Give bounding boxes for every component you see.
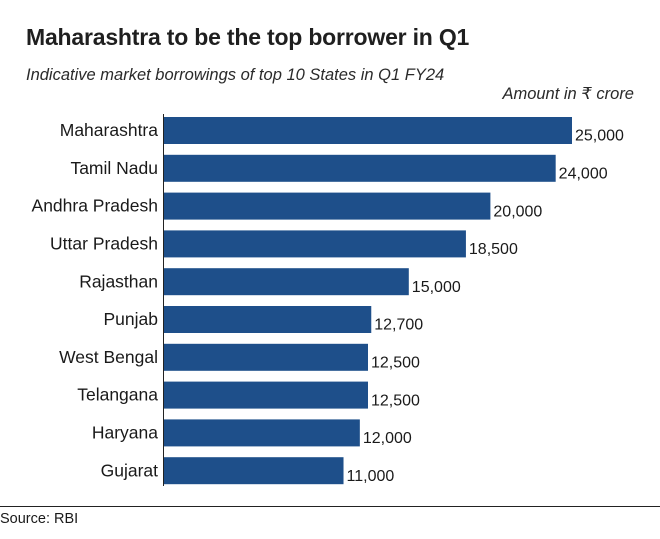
value-label: 25,000	[575, 128, 624, 145]
bar-telangana	[164, 381, 368, 409]
value-label: 11,000	[347, 468, 395, 485]
bar-andhra-pradesh	[164, 192, 491, 220]
bar-uttar-pradesh	[164, 230, 466, 258]
category-label: Maharashtra	[60, 120, 159, 140]
category-label: Punjab	[104, 309, 159, 329]
bar-punjab	[164, 306, 372, 333]
unit-label: Amount in ₹ crore	[502, 85, 634, 103]
value-label: 18,500	[469, 241, 518, 258]
category-label: Rajasthan	[79, 271, 158, 291]
value-label: 24,000	[559, 166, 608, 183]
bar-tamil-nadu	[164, 154, 556, 182]
category-label: Tamil Nadu	[70, 158, 158, 178]
bar-gujarat	[164, 457, 344, 485]
bar-rajasthan	[164, 268, 409, 296]
category-label: Uttar Pradesh	[50, 234, 158, 254]
value-label: 12,000	[363, 430, 412, 447]
chart-title: Maharashtra to be the top borrower in Q1	[26, 24, 470, 50]
value-label: 12,500	[371, 355, 420, 372]
footer-divider	[0, 506, 660, 507]
bar-chart: Maharashtra 25,000 Tamil Nadu 24,000 Andhra …	[32, 114, 624, 486]
bar-maharashtra	[164, 117, 572, 144]
bars-group: Maharashtra 25,000 Tamil Nadu 24,000 Andhra …	[32, 117, 624, 485]
source-note: Source: RBI	[0, 511, 79, 527]
category-label: West Bengal	[59, 347, 158, 367]
category-label: Gujarat	[101, 460, 159, 480]
category-label: Haryana	[92, 423, 158, 443]
value-label: 20,000	[493, 203, 542, 220]
bar-haryana	[164, 419, 360, 447]
bar-west-bengal	[164, 343, 368, 371]
category-label: Andhra Pradesh	[32, 196, 158, 216]
value-label: 12,700	[374, 317, 423, 334]
value-label: 15,000	[412, 279, 461, 296]
value-label: 12,500	[371, 392, 420, 409]
chart-subtitle: Indicative market borrowings of top 10 S…	[26, 66, 445, 84]
category-label: Telangana	[77, 385, 158, 405]
